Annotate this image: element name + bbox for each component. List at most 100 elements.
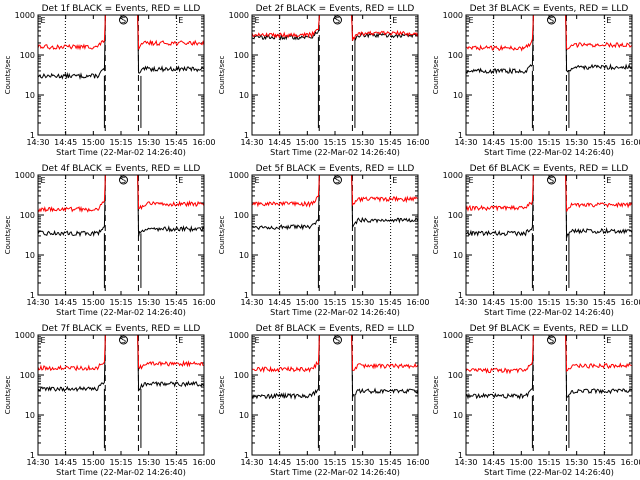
y-tick-label: 100	[234, 211, 249, 220]
x-tick-label: 15:30	[137, 458, 160, 467]
x-tick-label: 14:30	[26, 458, 49, 467]
x-tick-label: 14:30	[26, 298, 49, 307]
y-tick-label: 1000	[15, 171, 35, 180]
x-tick-label: 15:00	[510, 138, 533, 147]
x-tick-label: 15:00	[82, 458, 105, 467]
y-tick-label: 1000	[15, 331, 35, 340]
x-tick-label: 14:30	[240, 458, 263, 467]
y-tick-label: 10	[239, 411, 249, 420]
x-tick-label: 15:45	[593, 458, 616, 467]
x-tick-label: 15:30	[565, 138, 588, 147]
y-tick-label: 10	[25, 411, 35, 420]
x-tick-label: 14:45	[268, 298, 291, 307]
x-axis-label: Start Time (22-Mar-02 14:26:40)	[484, 468, 614, 477]
x-tick-label: 15:30	[137, 298, 160, 307]
y-tick-label: 1	[244, 451, 249, 460]
panel-title: Det 6f BLACK = Events, RED = LLD	[470, 164, 629, 174]
y-tick-label: 100	[20, 211, 35, 220]
y-tick-label: 10	[239, 251, 249, 260]
panel-4: Det 4f BLACK = Events, RED = LLD 14:30 14:…	[4, 164, 216, 317]
y-tick-label: 1	[458, 291, 463, 300]
saa-marker-circle	[118, 175, 128, 185]
x-tick-label: 14:45	[482, 458, 505, 467]
x-tick-label: 15:15	[537, 298, 560, 307]
x-tick-label: 14:45	[54, 298, 77, 307]
y-axis-label: Counts/sec	[432, 376, 440, 415]
x-tick-label: 15:00	[510, 298, 533, 307]
y-tick-label: 10	[25, 251, 35, 260]
saa-marker-circle	[546, 335, 556, 345]
plot-frame	[37, 334, 205, 456]
plot-frame	[37, 174, 205, 296]
x-tick-label: 14:45	[54, 138, 77, 147]
marker-s: S	[121, 16, 126, 25]
saa-marker-circle	[332, 335, 342, 345]
y-axis-label: Counts/sec	[218, 56, 226, 95]
y-axis-label: Counts/sec	[4, 216, 12, 255]
y-tick-label: 1	[458, 451, 463, 460]
x-tick-label: 16:00	[406, 458, 429, 467]
x-tick-label: 14:45	[482, 298, 505, 307]
x-tick-label: 16:00	[620, 298, 640, 307]
panel-7: Det 7f BLACK = Events, RED = LLD 14:30 14:…	[4, 324, 216, 477]
marker-e: E	[178, 336, 183, 345]
saa-marker-circle	[118, 335, 128, 345]
saa-marker-circle	[546, 15, 556, 25]
saa-marker-circle	[118, 15, 128, 25]
panel-title: Det 2f BLACK = Events, RED = LLD	[256, 4, 415, 14]
y-tick-label: 100	[448, 51, 463, 60]
y-tick-label: 1000	[229, 11, 249, 20]
x-axis-label: Start Time (22-Mar-02 14:26:40)	[270, 308, 400, 317]
y-tick-label: 1	[30, 131, 35, 140]
x-tick-label: 15:45	[379, 138, 402, 147]
y-axis-label: Counts/sec	[4, 56, 12, 95]
y-tick-label: 1000	[443, 11, 463, 20]
y-tick-label: 10	[453, 91, 463, 100]
panel-title: Det 8f BLACK = Events, RED = LLD	[256, 324, 415, 334]
marker-e: E	[392, 16, 397, 25]
y-tick-label: 1	[458, 131, 463, 140]
x-axis-label: Start Time (22-Mar-02 14:26:40)	[484, 148, 614, 157]
y-tick-label: 100	[234, 51, 249, 60]
y-tick-label: 100	[20, 371, 35, 380]
y-tick-label: 1	[30, 451, 35, 460]
marker-e: E	[178, 16, 183, 25]
plot-frame	[251, 334, 419, 456]
marker-e: E	[254, 176, 259, 185]
marker-s: S	[121, 176, 126, 185]
x-axis-label: Start Time (22-Mar-02 14:26:40)	[56, 468, 186, 477]
x-tick-label: 15:45	[379, 458, 402, 467]
x-tick-label: 14:30	[240, 138, 263, 147]
y-tick-label: 1	[244, 131, 249, 140]
marker-e: E	[468, 176, 473, 185]
y-tick-label: 1000	[229, 171, 249, 180]
marker-e: E	[468, 336, 473, 345]
x-axis-label: Start Time (22-Mar-02 14:26:40)	[270, 468, 400, 477]
marker-e: E	[254, 16, 259, 25]
x-tick-label: 14:45	[54, 458, 77, 467]
marker-s: S	[335, 336, 340, 345]
x-tick-label: 15:00	[296, 138, 319, 147]
y-tick-label: 10	[239, 91, 249, 100]
marker-s: S	[121, 336, 126, 345]
x-tick-label: 15:45	[593, 138, 616, 147]
panel-8: Det 8f BLACK = Events, RED = LLD 14:30 14:…	[218, 324, 430, 477]
x-tick-label: 15:30	[351, 298, 374, 307]
x-tick-label: 15:45	[379, 298, 402, 307]
marker-e: E	[468, 16, 473, 25]
x-tick-label: 15:15	[537, 458, 560, 467]
saa-marker-circle	[332, 15, 342, 25]
y-tick-label: 10	[25, 91, 35, 100]
panel-title: Det 4f BLACK = Events, RED = LLD	[42, 164, 201, 174]
saa-marker-circle	[546, 175, 556, 185]
x-tick-label: 15:30	[565, 298, 588, 307]
x-tick-label: 15:00	[510, 458, 533, 467]
x-tick-label: 14:45	[482, 138, 505, 147]
x-tick-label: 14:30	[454, 138, 477, 147]
y-tick-label: 10	[453, 411, 463, 420]
marker-s: S	[335, 16, 340, 25]
y-tick-label: 100	[234, 371, 249, 380]
marker-e: E	[392, 336, 397, 345]
